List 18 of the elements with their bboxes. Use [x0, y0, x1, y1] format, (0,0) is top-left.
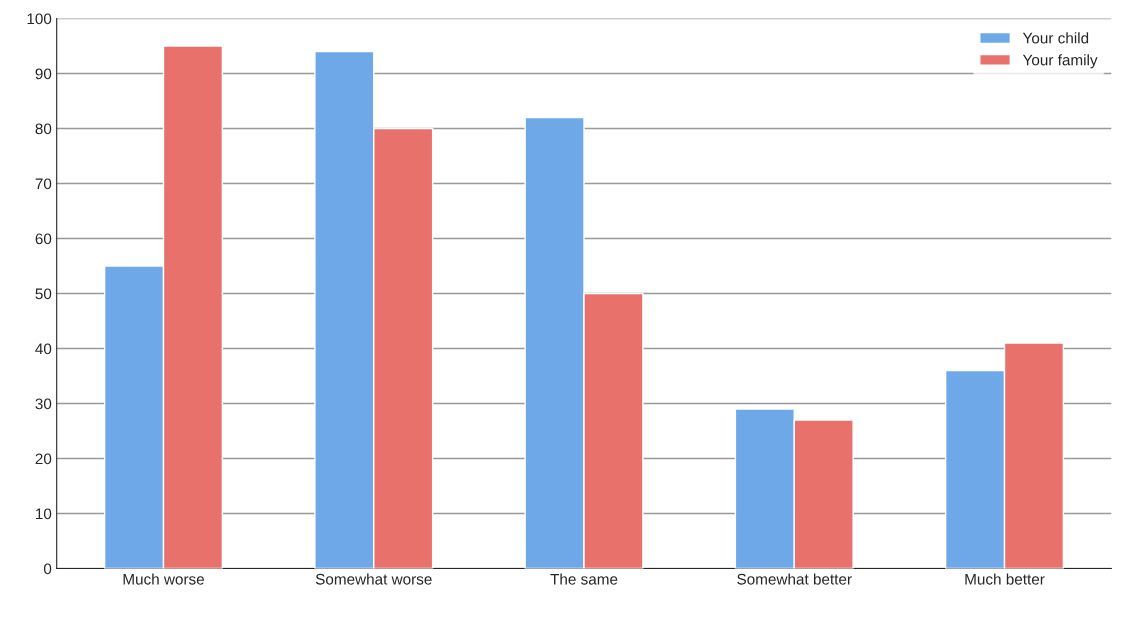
y-tick-label: 100 — [27, 13, 52, 25]
x-tick-label: Much better — [965, 573, 1045, 585]
y-tick-label: 40 — [35, 343, 52, 355]
legend-label: Your child — [1022, 32, 1089, 44]
y-tick-label: 80 — [35, 123, 52, 135]
y-tick-label: 90 — [35, 68, 52, 80]
y-tick-label: 50 — [35, 288, 52, 300]
x-tick-label: Somewhat better — [737, 573, 852, 585]
legend-label: Your family — [1022, 54, 1098, 69]
y-tick-label: 30 — [35, 398, 52, 410]
y-tick-label: 0 — [43, 563, 52, 575]
x-tick-label: Somewhat worse — [315, 573, 432, 585]
x-tick-label: The same — [550, 573, 618, 585]
x-tick-label: Much worse — [123, 573, 205, 585]
y-tick-label: 70 — [35, 178, 52, 190]
y-tick-label: 60 — [35, 233, 52, 245]
y-tick-label: 20 — [35, 453, 52, 465]
y-tick-label: 10 — [36, 508, 52, 520]
